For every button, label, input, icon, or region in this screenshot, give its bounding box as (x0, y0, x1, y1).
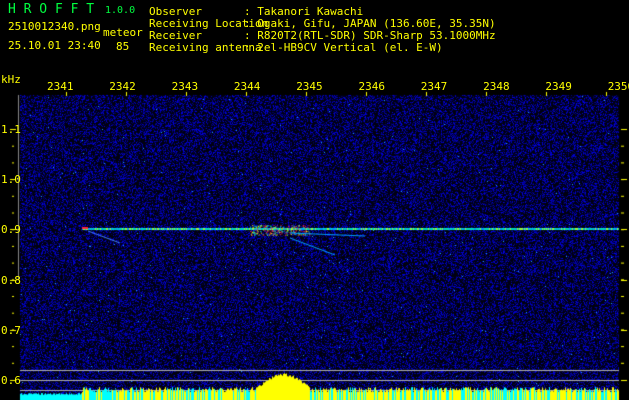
x-tick-label: 2342 (109, 80, 136, 93)
x-tick-label: 2348 (483, 80, 510, 93)
y-unit-label: kHz (1, 73, 21, 86)
x-tick-label: 2346 (358, 80, 386, 93)
receiver-label: Receiver (149, 29, 202, 42)
location-value: : Ogaki, Gifu, JAPAN (136.60E, 35.35N) (244, 17, 496, 30)
x-tick-label: 2341 (47, 80, 74, 93)
x-tick-label: 2350 (607, 80, 629, 93)
antenna-value: : 2el-HB9CV Vertical (el. E-W) (244, 41, 443, 54)
filename-label: 2510012340.png (8, 20, 101, 33)
observer-label: Observer (149, 5, 202, 18)
x-tick-label: 2349 (545, 80, 572, 93)
y-tick-label: 0.8 (1, 274, 21, 287)
y-tick-label: 0.6 (1, 374, 21, 387)
observer-value: : Takanori Kawachi (244, 5, 364, 18)
y-tick-label: 1.1 (1, 123, 21, 136)
version-label: 1.0.0 (105, 5, 136, 16)
x-tick-label: 2345 (296, 80, 323, 93)
count-label: 85 (116, 40, 130, 53)
x-tick-label: 2343 (171, 80, 199, 93)
y-tick-label: 0.9 (1, 223, 21, 236)
datetime-label: 25.10.01 23:40 (8, 39, 101, 52)
antenna-label: Receiving antenna (149, 41, 262, 54)
y-tick-label: 1.0 (1, 173, 21, 186)
mode-label: meteor (103, 26, 143, 39)
x-tick-label: 2347 (420, 80, 448, 93)
x-tick-label: 2344 (233, 80, 261, 93)
y-tick-label: 0.7 (1, 324, 21, 337)
receiver-value: : R820T2(RTL-SDR) SDR-Sharp 53.1000MHz (244, 29, 496, 42)
location-label: Receiving Location (149, 17, 269, 30)
app-title: H R O F F T (8, 2, 95, 17)
